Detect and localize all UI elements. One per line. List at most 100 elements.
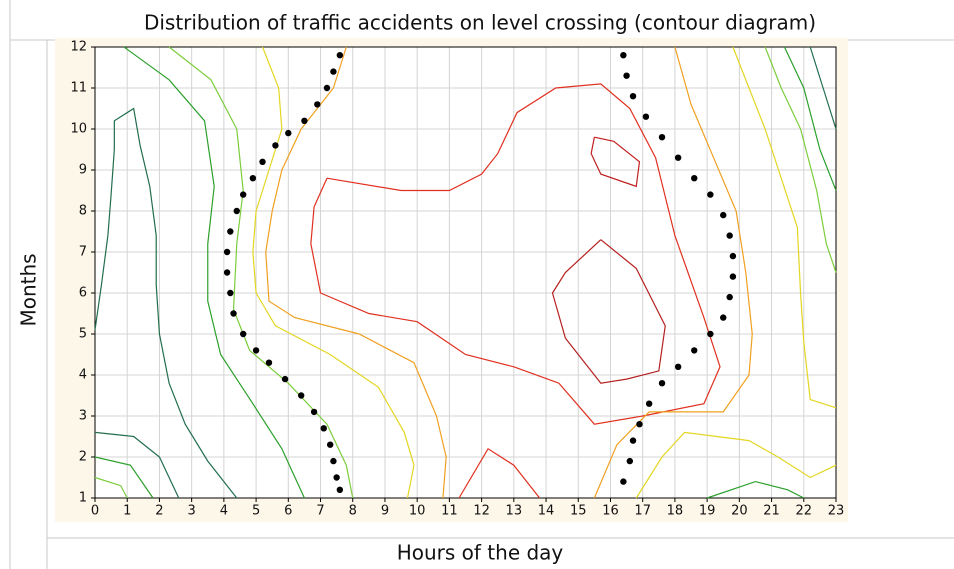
plot-area (95, 47, 836, 498)
dot (691, 175, 698, 182)
x-tick-label: 21 (763, 504, 780, 519)
dot (336, 486, 344, 493)
dot (223, 248, 231, 256)
contour-line (94, 107, 238, 499)
x-tick-label: 3 (188, 504, 196, 519)
y-tick-label: 10 (70, 122, 87, 137)
dot (320, 425, 327, 432)
dot (726, 293, 733, 301)
dot (259, 158, 266, 165)
dot (674, 363, 682, 370)
contour-line (551, 239, 666, 384)
contour-line (310, 83, 721, 425)
contour-line (94, 476, 128, 499)
y-tick-label: 2 (79, 450, 87, 465)
dot (330, 68, 337, 75)
dot (223, 269, 231, 276)
dot (326, 441, 334, 448)
contour-line (265, 46, 447, 499)
contour-line (94, 431, 180, 499)
x-tick-label: 14 (538, 504, 555, 519)
dot (272, 142, 279, 149)
x-tick-label: 12 (473, 504, 490, 519)
x-tick-label: 19 (699, 504, 716, 519)
dot (285, 129, 292, 137)
contour-line (732, 46, 837, 409)
dot (310, 408, 318, 416)
dot (626, 457, 634, 465)
x-tick-label: 2 (155, 504, 163, 519)
contour-line (706, 480, 805, 499)
x-tick-label: 1 (123, 504, 131, 519)
y-tick-label: 11 (70, 81, 87, 96)
dot (636, 421, 643, 428)
dot (707, 191, 714, 198)
dot (720, 314, 727, 321)
contour-line (809, 46, 837, 130)
x-tick-label: 11 (441, 504, 458, 519)
x-tick-label: 4 (220, 504, 228, 519)
y-tick-label: 1 (79, 491, 87, 506)
dot (674, 154, 682, 161)
dot (323, 84, 331, 92)
dot (729, 273, 737, 280)
contour-line (94, 456, 154, 499)
y-tick-label: 4 (79, 368, 87, 383)
dot (249, 175, 257, 182)
y-tick-label: 3 (79, 409, 87, 424)
dot (645, 400, 653, 407)
x-tick-label: 5 (252, 504, 260, 519)
dot (691, 347, 698, 354)
dot (330, 457, 337, 465)
x-tick-label: 6 (284, 504, 292, 519)
dot (629, 437, 637, 444)
contour-line (252, 46, 415, 499)
dot (658, 380, 666, 387)
x-tick-label: 10 (409, 504, 426, 519)
dot (265, 359, 273, 366)
chart-title: Distribution of traffic accidents on lev… (144, 11, 816, 35)
x-tick-label: 0 (91, 504, 99, 519)
dot (297, 392, 305, 399)
dot (336, 52, 344, 59)
dot (720, 211, 727, 219)
dot (233, 207, 240, 215)
dot (227, 289, 234, 297)
y-tick-label: 5 (79, 327, 87, 342)
y-tick-label: 12 (70, 40, 87, 55)
x-tick-label: 17 (634, 504, 651, 519)
contour-line (458, 447, 541, 499)
dot (707, 330, 714, 338)
x-tick-label: 18 (667, 504, 684, 519)
x-tick-label: 9 (381, 504, 389, 519)
contour-line (764, 46, 837, 273)
y-tick-label: 8 (79, 204, 87, 219)
x-tick-label: 13 (506, 504, 523, 519)
contour-line (635, 431, 837, 499)
dot (629, 93, 637, 100)
dot (726, 232, 733, 239)
contour-line (168, 46, 354, 499)
y-tick-label: 9 (79, 163, 87, 178)
dot (729, 252, 737, 260)
x-tick-label: 16 (602, 504, 619, 519)
dot (620, 52, 627, 59)
x-tick-label: 20 (731, 504, 748, 519)
contour-line (123, 46, 305, 499)
x-tick-label: 7 (316, 504, 324, 519)
x-axis-label: Hours of the day (397, 541, 564, 565)
dot (623, 72, 630, 79)
dot (252, 347, 260, 354)
dot (240, 330, 247, 338)
x-tick-label: 22 (796, 504, 813, 519)
x-tick-label: 15 (570, 504, 587, 519)
y-axis-label: Months (17, 253, 41, 326)
dot (620, 478, 627, 485)
dot (281, 375, 289, 383)
x-tick-label: 8 (349, 504, 357, 519)
dot (314, 101, 321, 108)
x-tick-label: 23 (828, 504, 845, 519)
contour-line (590, 136, 641, 188)
contour-line (783, 46, 837, 191)
